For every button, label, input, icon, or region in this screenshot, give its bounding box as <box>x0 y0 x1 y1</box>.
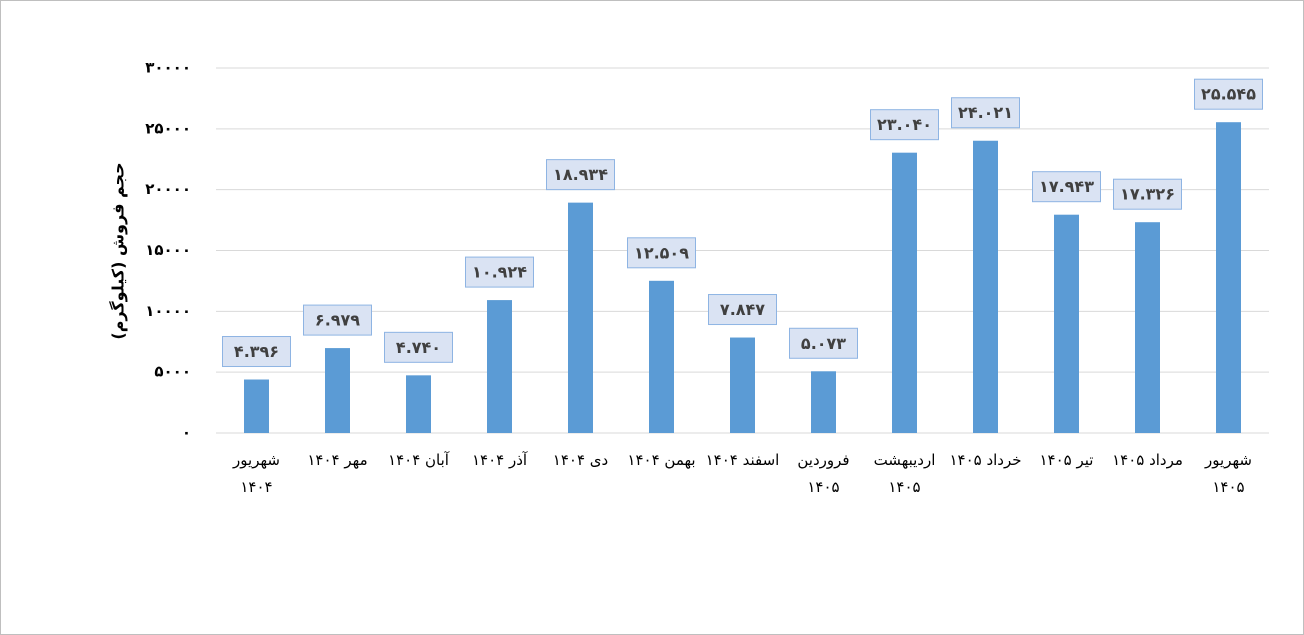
x-tick-label: شهریور ۱۴۰۴ <box>233 451 280 496</box>
y-tick-label: ۱۵۰۰۰ <box>145 241 191 259</box>
data-label-box <box>1032 171 1101 203</box>
x-tick-label: آبان ۱۴۰۴ <box>388 451 449 469</box>
data-label-box <box>303 304 372 336</box>
x-tick-label: اردیبهشت ۱۴۰۵ <box>873 451 936 496</box>
x-tick-label: مهر ۱۴۰۴ <box>307 451 368 469</box>
data-label-box <box>465 256 534 288</box>
x-tick-label: اسفند ۱۴۰۴ <box>705 451 780 469</box>
data-label-box <box>627 237 696 269</box>
data-label: ۵.۰۷۳ <box>801 334 846 353</box>
data-label: ۲۵.۵۴۵ <box>1201 85 1256 104</box>
x-tick-label: خرداد ۱۴۰۵ <box>949 451 1022 469</box>
bar <box>244 379 269 433</box>
x-tick-label: دی ۱۴۰۴ <box>552 451 609 469</box>
data-label: ۱۰.۹۲۴ <box>472 263 527 282</box>
y-tick-label: ۲۰۰۰۰ <box>145 180 191 198</box>
bar <box>406 375 431 433</box>
data-label-box <box>384 331 453 363</box>
y-tick-label: ۵۰۰۰ <box>154 363 191 381</box>
bar <box>325 348 350 433</box>
bar <box>730 337 755 433</box>
bar <box>1216 122 1241 433</box>
data-label-box <box>708 294 777 326</box>
bar <box>649 280 674 433</box>
y-tick-label: ۰ <box>182 424 191 442</box>
y-tick-label: ۳۰۰۰۰ <box>145 59 191 77</box>
data-label-box <box>870 109 939 141</box>
x-tick-label: بهمن ۱۴۰۴ <box>627 451 696 469</box>
x-tick-label: شهریور ۱۴۰۵ <box>1205 451 1252 496</box>
data-label: ۶.۹۷۹ <box>315 311 360 330</box>
y-tick-label: ۱۰۰۰۰ <box>145 302 191 320</box>
data-label-box <box>546 159 615 191</box>
x-tick-label: تیر ۱۴۰۵ <box>1039 451 1094 469</box>
x-tick-label: آذر ۱۴۰۴ <box>471 451 528 469</box>
data-label: ۱۷.۹۴۳ <box>1039 177 1094 196</box>
y-axis-label: حجم فروش (کیلوگرم) <box>109 162 128 339</box>
data-label-box <box>951 97 1020 129</box>
x-tick-label: فروردین ۱۴۰۵ <box>797 451 850 496</box>
bar <box>487 300 512 433</box>
bar <box>811 371 836 433</box>
y-tick-label: ۲۵۰۰۰ <box>145 119 191 137</box>
data-label: ۷.۸۴۷ <box>720 300 765 319</box>
data-label: ۴.۷۴۰ <box>396 338 441 357</box>
data-label: ۴.۳۹۶ <box>234 342 279 361</box>
data-label: ۲۳.۰۴۰ <box>877 115 932 134</box>
data-label-box <box>1113 178 1182 210</box>
bar <box>973 140 998 433</box>
bar <box>568 202 593 433</box>
data-label: ۱۸.۹۳۴ <box>553 165 608 184</box>
data-label: ۱۲.۵۰۹ <box>634 243 689 262</box>
bar <box>1054 214 1079 433</box>
data-label: ۱۷.۳۲۶ <box>1120 185 1175 204</box>
bar <box>892 152 917 433</box>
data-label-box <box>222 336 291 368</box>
bar <box>1135 222 1160 433</box>
data-label: ۲۴.۰۲۱ <box>958 103 1013 122</box>
data-label-box <box>1194 78 1263 110</box>
x-tick-label: مرداد ۱۴۰۵ <box>1112 451 1183 469</box>
data-label-box <box>789 327 858 359</box>
